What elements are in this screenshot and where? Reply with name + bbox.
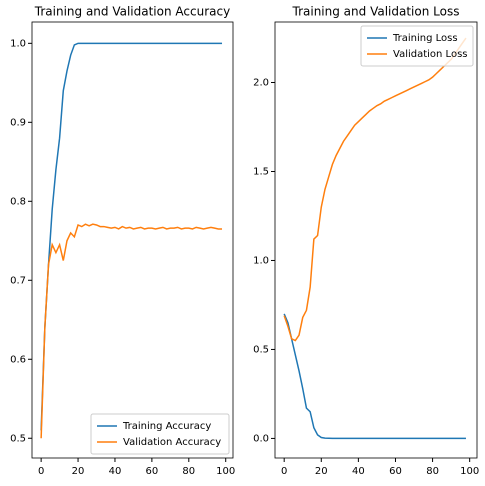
legend-box bbox=[360, 25, 474, 67]
legend-box bbox=[90, 413, 230, 455]
y-tick-label: 0.0 bbox=[253, 433, 269, 444]
x-tick-label: 100 bbox=[460, 466, 479, 477]
y-tick-label: 0.5 bbox=[10, 433, 26, 444]
y-tick-label: 1.0 bbox=[253, 255, 269, 266]
series-line bbox=[283, 37, 467, 342]
legend: Training Accuracy Validation Accuracy bbox=[90, 413, 230, 455]
subplot: Training and Validation Loss 0 20 40 60 80 100… bbox=[253, 5, 479, 478]
series-line bbox=[40, 223, 223, 439]
legend-label: Training Accuracy bbox=[122, 421, 211, 432]
x-tick-label: 60 bbox=[389, 466, 402, 477]
y-tick-label: 1.5 bbox=[253, 166, 269, 177]
y-tick-label: 0.9 bbox=[10, 117, 26, 128]
y-tick-label: 0.7 bbox=[10, 275, 26, 286]
x-tick-label: 20 bbox=[315, 466, 328, 477]
x-tick-label: 80 bbox=[182, 466, 195, 477]
y-tick-label: 0.6 bbox=[10, 354, 26, 365]
y-tick-label: 2.0 bbox=[253, 78, 269, 89]
x-tick-label: 80 bbox=[426, 466, 439, 477]
legend-label: Validation Accuracy bbox=[123, 437, 221, 448]
legend: Training Loss Validation Loss bbox=[360, 25, 474, 67]
y-tick-label: 0.5 bbox=[253, 344, 269, 355]
x-tick-label: 60 bbox=[146, 466, 159, 477]
y-tick-label: 0.8 bbox=[10, 196, 26, 207]
subplot: Training and Validation Accuracy 0 20 40 60 8… bbox=[10, 5, 235, 478]
x-tick-label: 20 bbox=[72, 466, 85, 477]
x-tick-label: 100 bbox=[216, 466, 235, 477]
x-tick-label: 40 bbox=[352, 466, 365, 477]
series-line bbox=[40, 42, 223, 431]
x-tick-label: 40 bbox=[109, 466, 122, 477]
y-tick-label: 1.0 bbox=[10, 38, 26, 49]
legend-label: Validation Loss bbox=[393, 49, 468, 60]
axes-frame bbox=[31, 21, 234, 459]
subplot-title: Training and Validation Loss bbox=[292, 5, 460, 19]
plot-area bbox=[40, 42, 223, 439]
x-tick-label: 0 bbox=[281, 466, 287, 477]
series-line bbox=[283, 313, 466, 440]
axes-frame bbox=[274, 21, 478, 459]
subplot-title: Training and Validation Accuracy bbox=[34, 5, 230, 19]
legend-label: Training Loss bbox=[392, 33, 458, 44]
x-tick-label: 0 bbox=[38, 466, 44, 477]
plot-area bbox=[283, 37, 467, 440]
